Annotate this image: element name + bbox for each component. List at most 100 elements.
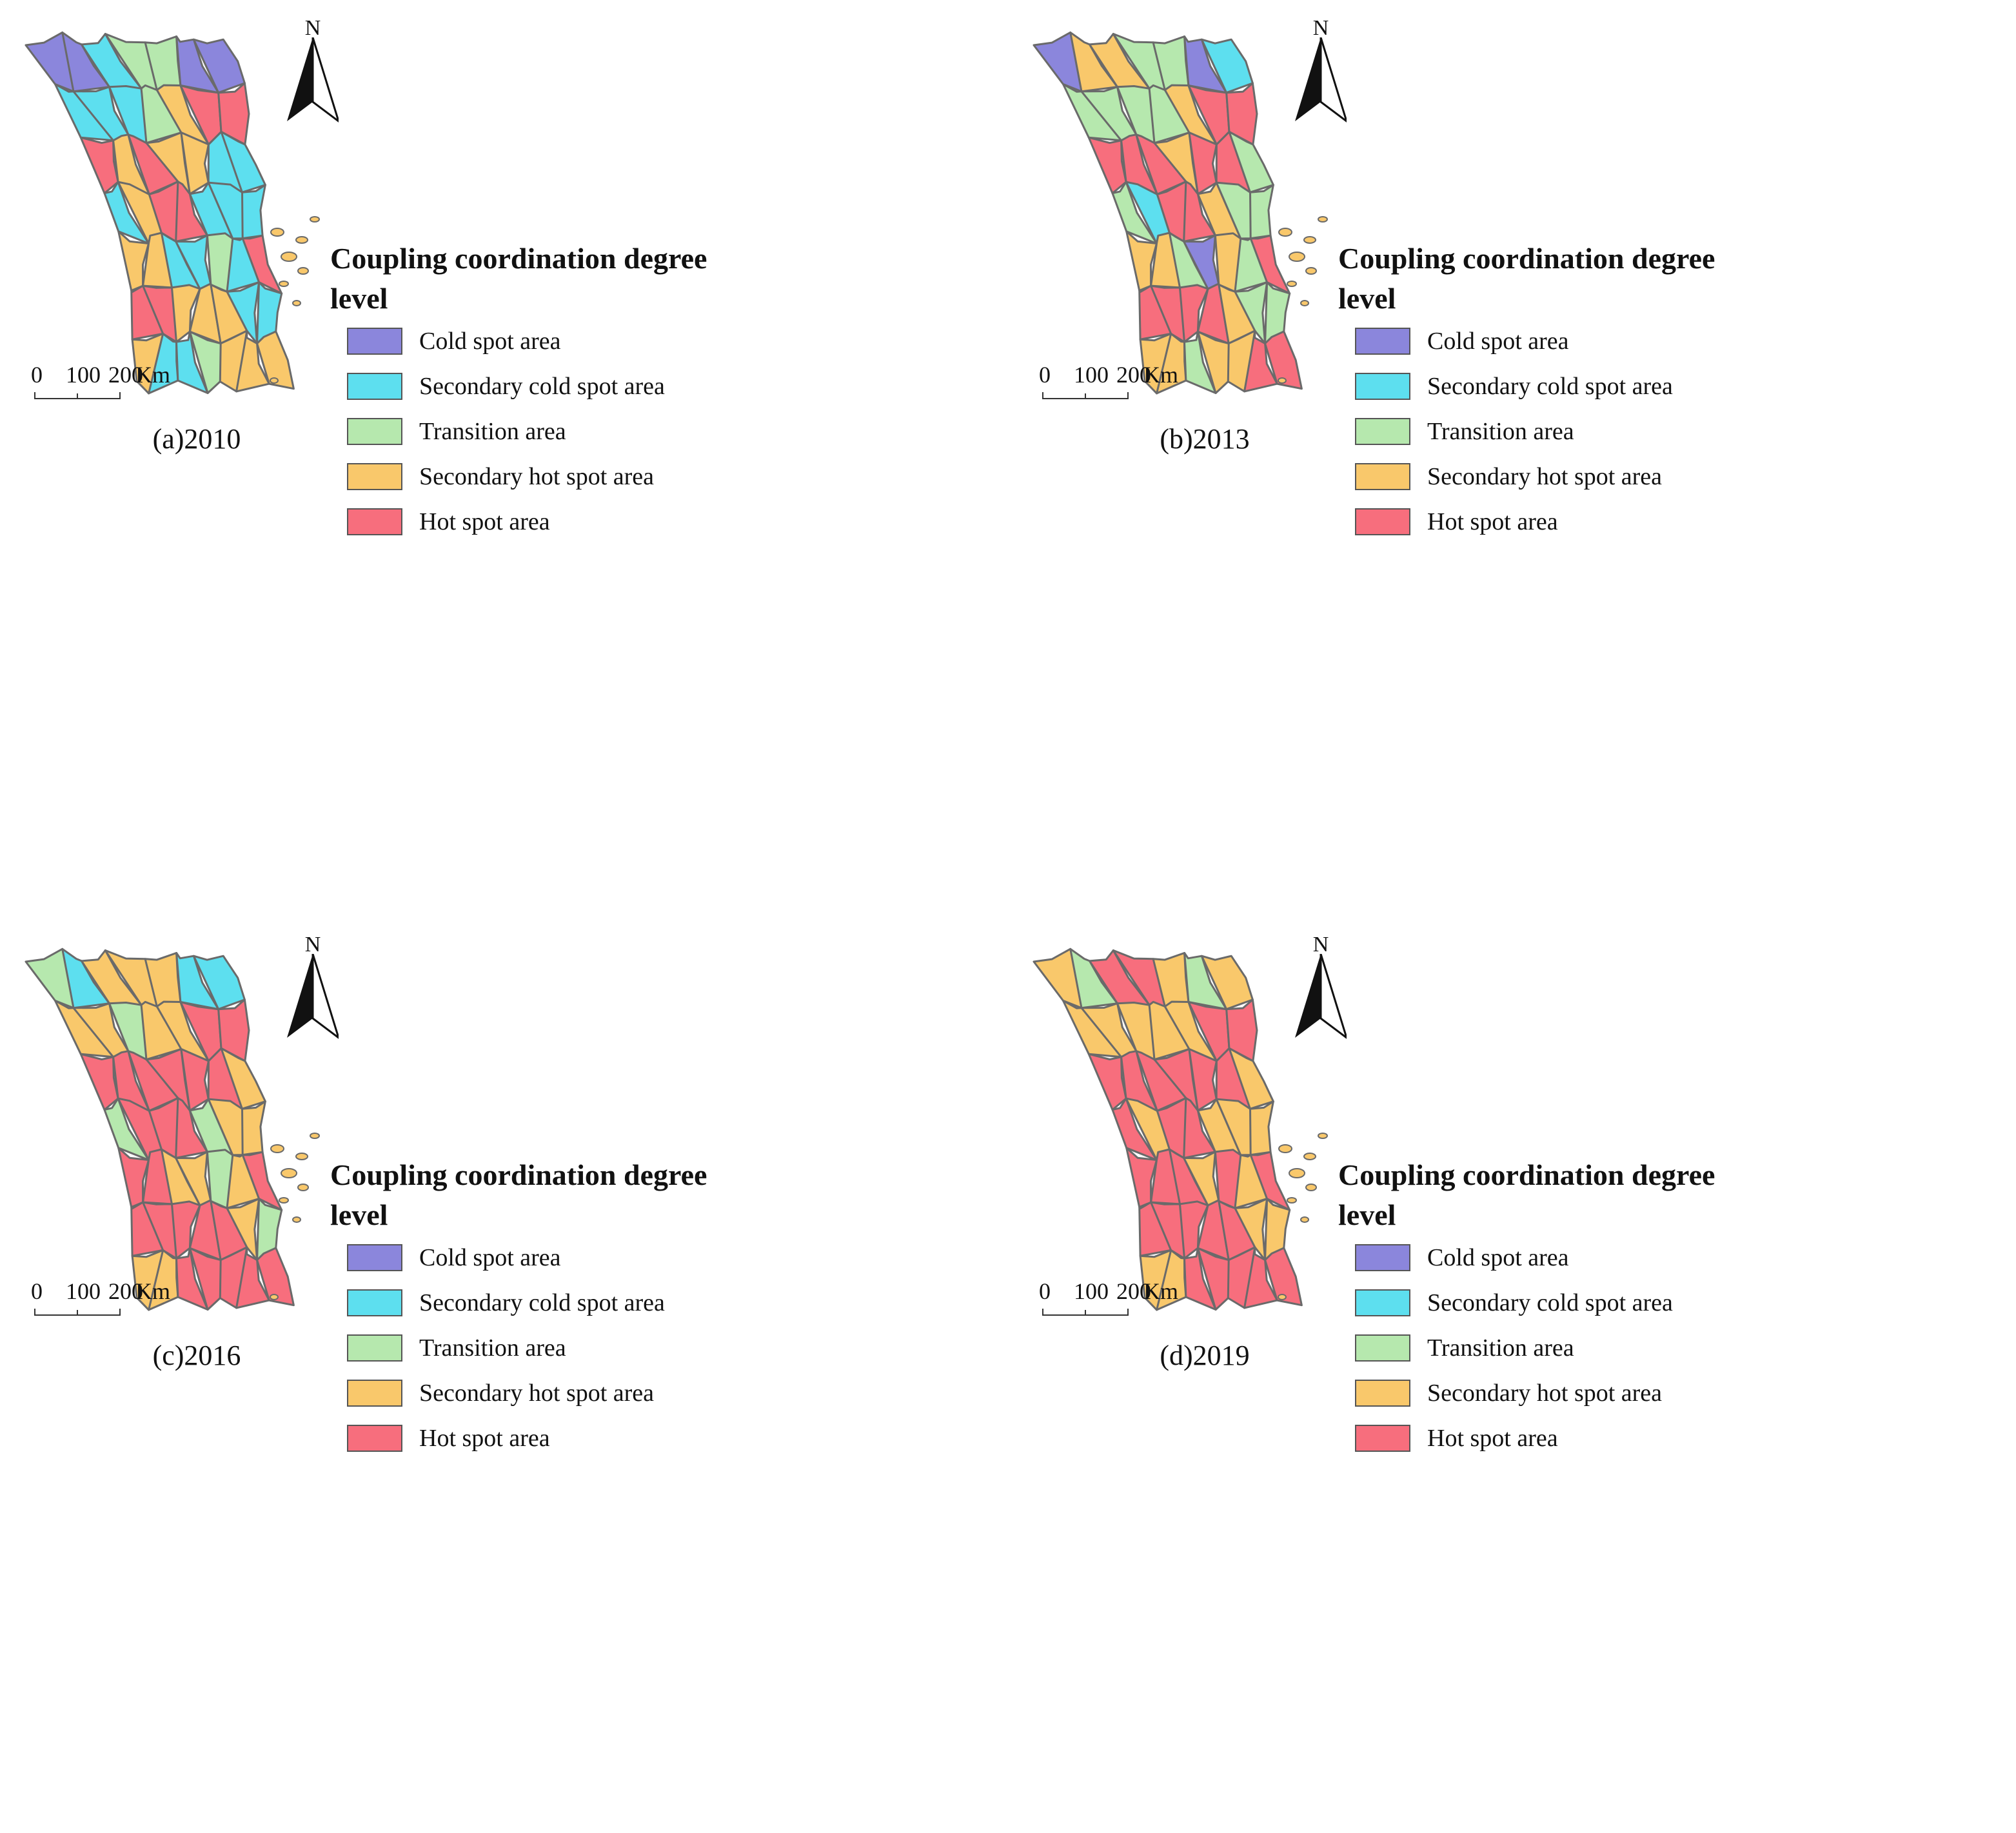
island-7 xyxy=(310,1133,320,1139)
scale-bar: 0 100 200 Km xyxy=(31,1278,170,1322)
legend-swatch xyxy=(347,418,402,445)
scale-bar: 0 100 200 Km xyxy=(1039,361,1178,406)
legend-swatch xyxy=(347,1289,402,1316)
region-48 xyxy=(1264,330,1303,390)
legend-swatch xyxy=(347,1334,402,1362)
island-4 xyxy=(279,1197,289,1204)
legend-label: Secondary cold spot area xyxy=(1427,1289,1673,1316)
region-map xyxy=(25,947,320,1311)
legend-swatch xyxy=(1355,1380,1410,1407)
legend-swatch xyxy=(1355,1289,1410,1316)
legend-label: Secondary hot spot area xyxy=(1427,1380,1663,1407)
legend-swatch xyxy=(347,373,402,400)
scale-labels: 0 100 200 Km xyxy=(1039,1278,1178,1306)
map-panel-1: N Coupling coordination degree level Col… xyxy=(1008,0,2016,916)
island-2 xyxy=(295,1153,308,1160)
scale-tick-0: 0 xyxy=(1039,362,1051,388)
legend-label: Secondary cold spot area xyxy=(419,373,665,400)
north-label: N xyxy=(304,933,321,956)
legend-label: Secondary hot spot area xyxy=(419,1380,655,1407)
scale-line xyxy=(34,392,121,399)
island-7 xyxy=(1318,216,1328,223)
map-panel-0: N Coupling coordination degree level Col… xyxy=(0,0,1008,916)
region-27 xyxy=(1249,1100,1274,1156)
island-0 xyxy=(270,1144,284,1153)
legend-items: Cold spot area Secondary cold spot area Tr… xyxy=(330,1235,743,1461)
north-label: N xyxy=(1312,933,1329,956)
region-14 xyxy=(1087,1053,1127,1111)
legend-title: Coupling coordination degree level xyxy=(1338,1158,1715,1231)
legend: Coupling coordination degree level Cold … xyxy=(1338,1155,1751,1461)
legend-item: Secondary hot spot area xyxy=(1338,1371,1751,1416)
scale-line xyxy=(1042,1309,1129,1316)
island-6 xyxy=(1278,1294,1287,1300)
legend-item: Cold spot area xyxy=(330,319,743,364)
legend-swatch xyxy=(347,328,402,355)
island-6 xyxy=(1278,377,1287,384)
island-2 xyxy=(295,236,308,244)
legend-label: Cold spot area xyxy=(419,328,561,355)
legend-item: Cold spot area xyxy=(1338,1235,1751,1280)
legend-label: Transition area xyxy=(419,1334,566,1362)
scale-line xyxy=(34,1309,121,1316)
scale-line xyxy=(1042,392,1129,399)
legend-items: Cold spot area Secondary cold spot area Tr… xyxy=(330,319,743,544)
region-47 xyxy=(1243,330,1278,393)
scale-tick-200: 200 xyxy=(1116,362,1151,388)
scale-unit: Km xyxy=(135,362,170,388)
panel-caption: (d)2019 xyxy=(1160,1340,1250,1371)
island-0 xyxy=(270,228,284,237)
legend-item: Transition area xyxy=(330,1325,743,1371)
legend-item: Transition area xyxy=(330,409,743,454)
island-2 xyxy=(1303,1153,1316,1160)
map-panel-3: N Coupling coordination degree level Col… xyxy=(1008,916,2016,1833)
panel-caption: (c)2016 xyxy=(152,1340,241,1371)
legend-swatch xyxy=(1355,328,1410,355)
island-4 xyxy=(1287,1197,1297,1204)
island-5 xyxy=(1300,300,1309,306)
island-1 xyxy=(281,1168,297,1178)
legend-item: Hot spot area xyxy=(1338,1416,1751,1461)
scale-tick-100: 100 xyxy=(1074,362,1109,388)
legend-item: Transition area xyxy=(1338,1325,1751,1371)
region-48 xyxy=(1264,1247,1303,1307)
legend-items: Cold spot area Secondary cold spot area Tr… xyxy=(1338,1235,1751,1461)
legend-label: Cold spot area xyxy=(419,1244,561,1271)
scale-tick-200: 200 xyxy=(1116,1278,1151,1304)
legend: Coupling coordination degree level Cold … xyxy=(330,1155,743,1461)
legend-swatch xyxy=(347,463,402,490)
scale-bar: 0 100 200 Km xyxy=(31,361,170,406)
legend-swatch xyxy=(1355,1425,1410,1452)
legend-item: Hot spot area xyxy=(1338,499,1751,544)
legend-swatch xyxy=(1355,1244,1410,1271)
island-5 xyxy=(292,1216,301,1223)
region-44 xyxy=(175,330,209,394)
scale-labels: 0 100 200 Km xyxy=(31,1278,170,1306)
legend-item: Secondary hot spot area xyxy=(330,454,743,499)
north-label: N xyxy=(304,16,321,40)
legend-title: Coupling coordination degree level xyxy=(330,242,707,315)
legend-label: Secondary cold spot area xyxy=(1427,373,1673,400)
legend-label: Secondary cold spot area xyxy=(419,1289,665,1316)
north-arrow-icon xyxy=(1295,954,1347,1039)
legend-swatch xyxy=(1355,508,1410,535)
island-5 xyxy=(1300,1216,1309,1223)
island-7 xyxy=(1318,1133,1328,1139)
legend-swatch xyxy=(347,508,402,535)
region-14 xyxy=(79,1053,119,1111)
region-map xyxy=(1033,947,1328,1311)
legend-item: Cold spot area xyxy=(330,1235,743,1280)
legend-title: Coupling coordination degree level xyxy=(330,1158,707,1231)
legend-item: Cold spot area xyxy=(1338,319,1751,364)
legend-label: Hot spot area xyxy=(419,508,550,535)
legend-item: Secondary hot spot area xyxy=(330,1371,743,1416)
scale-tick-100: 100 xyxy=(66,362,101,388)
island-1 xyxy=(281,252,297,262)
scale-bar: 0 100 200 Km xyxy=(1039,1278,1178,1322)
legend-item: Secondary cold spot area xyxy=(330,1280,743,1325)
north-arrow-icon xyxy=(287,954,339,1039)
scale-unit: Km xyxy=(1143,362,1178,388)
legend-label: Secondary hot spot area xyxy=(419,463,655,490)
island-3 xyxy=(297,1184,309,1191)
region-27 xyxy=(241,184,266,240)
